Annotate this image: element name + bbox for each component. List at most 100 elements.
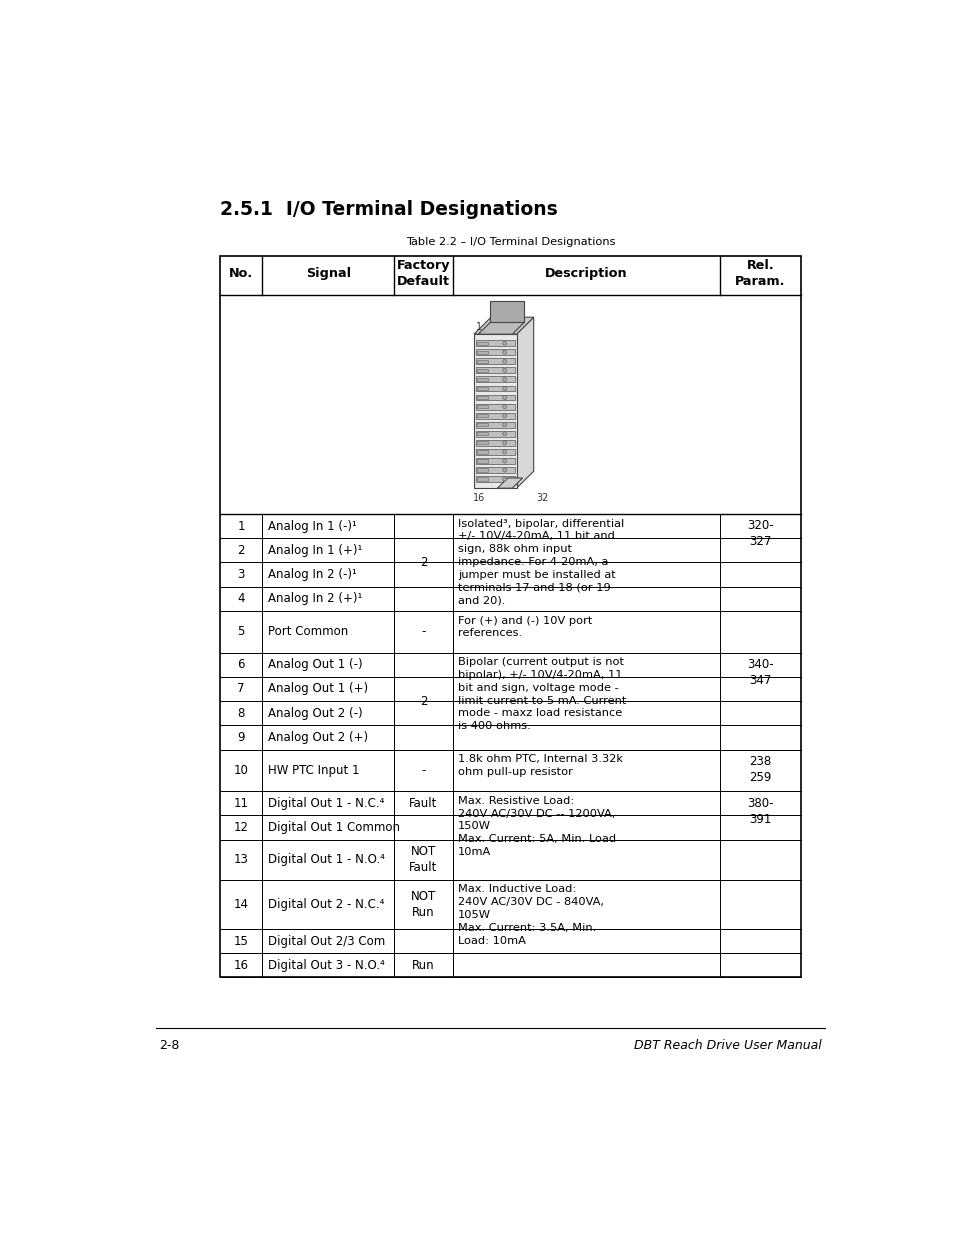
Text: 7: 7 [237,683,245,695]
Circle shape [502,459,506,463]
Text: Digital Out 2 - N.C.⁴: Digital Out 2 - N.C.⁴ [268,898,384,911]
Text: 6: 6 [237,658,245,671]
Text: DBT Reach Drive User Manual: DBT Reach Drive User Manual [633,1039,821,1052]
Text: Digital Out 1 Common: Digital Out 1 Common [268,821,399,834]
Text: Rel.
Param.: Rel. Param. [735,259,785,288]
Text: -: - [421,764,425,777]
Bar [476,369,488,372]
Text: Max. Resistive Load:
240V AC/30V DC -- 1200VA,
150W
Max. Current: 5A, Min. Load
: Max. Resistive Load: 240V AC/30V DC -- 1… [457,795,616,857]
Bar [476,351,488,354]
Text: 1.8k ohm PTC, Internal 3.32k
ohm pull-up resistor: 1.8k ohm PTC, Internal 3.32k ohm pull-up… [457,755,622,777]
Circle shape [502,359,506,363]
Bar [476,424,488,426]
Bar [476,450,514,454]
Text: Run: Run [412,958,435,972]
Text: 9: 9 [237,731,245,743]
Text: 16: 16 [472,493,484,503]
Bar [476,459,488,463]
Bar [476,394,514,400]
Bar [476,396,488,399]
Text: 11: 11 [233,797,249,810]
Text: 2: 2 [419,556,427,569]
Text: Description: Description [544,267,627,280]
Text: NOT
Fault: NOT Fault [409,846,437,874]
Text: 2.5.1  I/O Terminal Designations: 2.5.1 I/O Terminal Designations [220,200,558,219]
Text: Analog In 2 (-)¹: Analog In 2 (-)¹ [268,568,356,582]
Bar [476,358,514,364]
Circle shape [502,378,506,382]
Text: Max. Inductive Load:
240V AC/30V DC - 840VA,
105W
Max. Current: 3.5A, Min.
Load:: Max. Inductive Load: 240V AC/30V DC - 84… [457,884,603,946]
Circle shape [502,414,506,417]
Text: 16: 16 [233,958,249,972]
Circle shape [502,432,506,436]
Text: No.: No. [229,267,253,280]
Text: NOT
Run: NOT Run [411,890,436,919]
Text: 3: 3 [237,568,245,582]
Text: 2: 2 [237,543,245,557]
Text: Digital Out 2/3 Com: Digital Out 2/3 Com [268,935,385,947]
Bar [476,440,514,446]
Text: Analog Out 2 (+): Analog Out 2 (+) [268,731,368,743]
Bar [220,256,801,977]
Bar [476,441,488,445]
Circle shape [502,405,506,409]
Bar [476,377,514,383]
Text: 10: 10 [233,764,249,777]
Text: Isolated³, bipolar, differential
+/- 10V/4-20mA, 11 bit and
sign, 88k ohm input
: Isolated³, bipolar, differential +/- 10V… [457,519,623,605]
Text: Digital Out 1 - N.C.⁴: Digital Out 1 - N.C.⁴ [268,797,384,810]
Text: Analog Out 1 (+): Analog Out 1 (+) [268,683,368,695]
Bar [476,478,488,480]
Text: 14: 14 [233,898,249,911]
Bar [476,342,488,345]
Circle shape [502,477,506,482]
Bar [476,431,514,437]
Text: 4: 4 [237,593,245,605]
Text: 5: 5 [237,625,245,638]
Polygon shape [497,478,522,488]
Circle shape [502,395,506,400]
Text: 320-
327: 320- 327 [746,520,773,548]
Text: HW PTC Input 1: HW PTC Input 1 [268,764,359,777]
Bar [476,405,488,409]
Bar [476,414,488,417]
Bar [476,404,514,410]
Circle shape [502,368,506,373]
Text: Analog Out 1 (-): Analog Out 1 (-) [268,658,362,671]
Text: 2: 2 [419,694,427,708]
Text: Factory
Default: Factory Default [396,259,450,288]
Text: 12: 12 [233,821,249,834]
Text: Analog In 1 (+)¹: Analog In 1 (+)¹ [268,543,362,557]
Text: -: - [421,625,425,638]
Circle shape [502,341,506,346]
Text: 15: 15 [233,935,249,947]
Bar [474,335,517,488]
Bar [476,432,488,436]
Text: Analog Out 2 (-): Analog Out 2 (-) [268,706,362,720]
Text: 380-
391: 380- 391 [746,797,773,825]
Text: Digital Out 1 - N.O.⁴: Digital Out 1 - N.O.⁴ [268,853,384,866]
Bar [476,451,488,453]
Text: Port Common: Port Common [268,625,348,638]
Circle shape [502,422,506,427]
Text: 340-
347: 340- 347 [746,658,773,687]
Text: 32: 32 [537,493,549,503]
Circle shape [502,387,506,390]
Text: Digital Out 3 - N.O.⁴: Digital Out 3 - N.O.⁴ [268,958,384,972]
Bar [476,468,488,472]
Polygon shape [490,301,524,322]
Text: 1: 1 [476,322,482,332]
Bar [476,385,514,391]
Text: 8: 8 [237,706,245,720]
Bar [476,458,514,464]
Text: Fault: Fault [409,797,437,810]
Bar [476,340,514,346]
Bar [476,422,514,427]
Circle shape [502,468,506,472]
Text: For (+) and (-) 10V port
references.: For (+) and (-) 10V port references. [457,615,592,638]
Bar [476,477,514,482]
Circle shape [502,450,506,454]
Circle shape [502,441,506,445]
Text: Signal: Signal [306,267,351,280]
Text: Analog In 2 (+)¹: Analog In 2 (+)¹ [268,593,362,605]
Text: 238
259: 238 259 [749,755,771,784]
